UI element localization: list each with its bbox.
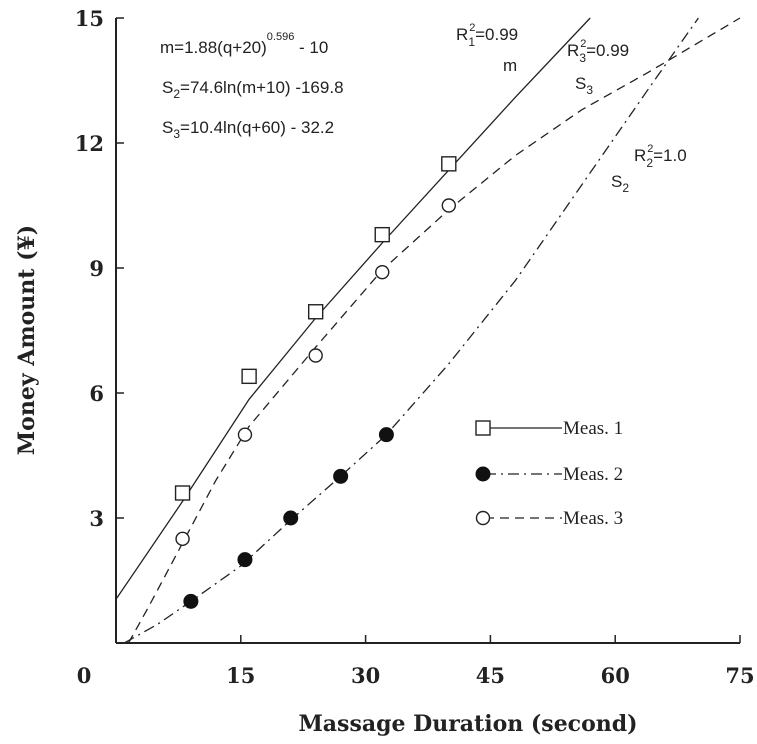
x-tick-label: 60	[601, 663, 630, 688]
legend-label: Meas. 3	[563, 508, 623, 529]
data-point	[475, 510, 491, 526]
data-point	[475, 466, 491, 482]
data-point	[475, 420, 491, 436]
y-tick-label: 6	[89, 381, 104, 406]
legend: Meas. 1 Meas. 2 Meas. 3	[475, 418, 623, 529]
axes: 0 15 30 45 60 75 3 6 9 12 15	[75, 6, 755, 688]
fit-curve-line	[127, 17, 741, 644]
data-point	[237, 552, 253, 568]
annotation-curve-s3: S3	[575, 74, 593, 97]
legend-label: Meas. 1	[563, 418, 623, 439]
annotation-curve-s2: S2	[611, 172, 629, 195]
data-point	[374, 226, 390, 243]
legend-item: Meas. 3	[475, 508, 623, 529]
axis-labels: Massage Duration (second) Money Amount (…	[14, 225, 638, 737]
data-point	[307, 304, 324, 320]
data-point	[241, 368, 257, 385]
data-point	[174, 485, 191, 501]
annotation-r2: R2 2=1.0	[634, 143, 687, 170]
data-point	[378, 427, 394, 443]
data-point	[441, 198, 456, 213]
equation-s2: S2=74.6ln(m+10) -169.8	[162, 78, 344, 101]
data-point	[175, 531, 190, 547]
fit-curve-line	[115, 17, 591, 600]
y-axis-label: Money Amount (¥)	[14, 225, 40, 455]
data-point	[237, 427, 253, 442]
data-point	[183, 593, 199, 609]
y-tick-label: 12	[75, 131, 104, 156]
equations: m=1.88(q+20)0.596 - 10 S2=74.6ln(m+10) -…	[160, 31, 344, 141]
annotation-r3: R2 3=0.99	[567, 38, 629, 65]
x-tick-label: 45	[476, 663, 505, 688]
data-point	[375, 264, 390, 280]
annotation-curve-m: m	[503, 56, 517, 75]
data-point	[333, 468, 349, 484]
legend-item: Meas. 2	[475, 464, 623, 485]
x-tick-label: 75	[725, 663, 754, 688]
fit-annotations: R2 1=0.99 m R2 3=0.99 S3 R2 2=1.0 S2	[456, 22, 687, 195]
legend-item: Meas. 1	[475, 418, 623, 439]
fit-curve-line	[123, 17, 699, 644]
x-tick-label: 0	[77, 663, 92, 688]
annotation-r1: R2 1=0.99	[456, 22, 518, 49]
x-tick-label: 15	[226, 663, 255, 688]
y-tick-label: 15	[75, 6, 104, 31]
equation-m: m=1.88(q+20)0.596 - 10	[160, 31, 328, 57]
data-point	[308, 348, 323, 363]
y-tick-label: 9	[89, 256, 104, 281]
equation-s3: S3=10.4ln(q+60) - 32.2	[162, 118, 334, 141]
x-axis-label: Massage Duration (second)	[298, 711, 637, 737]
data-point	[283, 510, 299, 526]
data-point	[441, 156, 457, 172]
y-tick-label: 3	[89, 506, 104, 531]
legend-label: Meas. 2	[563, 464, 623, 485]
data-markers	[174, 156, 457, 609]
fit-curves	[115, 17, 741, 644]
x-tick-label: 30	[351, 663, 380, 688]
